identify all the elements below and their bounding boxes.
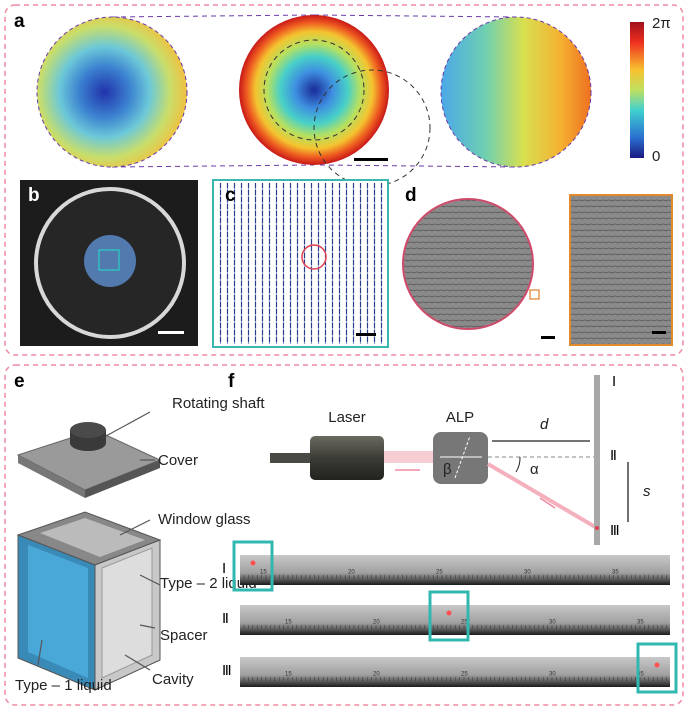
scale-bar	[652, 331, 666, 334]
colorbar-max: 2π	[652, 15, 671, 32]
laser	[310, 436, 384, 480]
ruler-label: 35	[637, 672, 644, 678]
colorbar-min: 0	[652, 148, 660, 165]
scale-bar	[354, 158, 388, 161]
ruler-label: 35	[637, 620, 644, 626]
cover-3d	[16, 422, 162, 498]
shift-label: s	[643, 483, 651, 500]
cavity-3d	[16, 511, 162, 691]
micrograph-zoom	[569, 194, 673, 346]
part-label: Spacer	[160, 627, 208, 644]
alp-axis	[454, 435, 471, 479]
position-label: Ⅲ	[610, 524, 620, 539]
panel-label: a	[14, 11, 25, 32]
ruler-label: 15	[260, 570, 267, 576]
laser-spot	[446, 610, 452, 616]
callouts	[37, 411, 161, 671]
phase-map	[440, 16, 592, 168]
sample	[84, 235, 136, 287]
phase-map	[239, 15, 389, 165]
ruler-label: 15	[285, 620, 292, 626]
highlight-box	[232, 540, 274, 592]
colorbar	[630, 22, 644, 158]
scale-bar	[158, 331, 184, 334]
highlight-box	[636, 642, 678, 694]
ruler-label: 25	[461, 620, 468, 626]
ruler-label: 20	[373, 672, 380, 678]
ruler-label: 30	[524, 570, 531, 576]
panel-label: e	[14, 371, 25, 392]
part-label: Rotating shaft	[172, 395, 265, 412]
phase-map	[36, 16, 188, 168]
scale-bar	[541, 336, 555, 339]
highlight-box	[428, 590, 470, 642]
zoom-region	[263, 39, 365, 141]
alp-label: ALP	[446, 409, 474, 426]
position-label: Ⅱ	[610, 449, 617, 464]
frame-top	[4, 4, 684, 356]
laser-stub	[270, 453, 312, 463]
beam	[384, 451, 434, 463]
part-label: Window glass	[158, 511, 251, 528]
panel-label: f	[228, 371, 235, 392]
region-box	[529, 289, 540, 300]
part-label: Cavity	[152, 671, 194, 688]
panel-label: b	[28, 185, 40, 206]
ruler	[240, 657, 670, 687]
scale-bar	[356, 333, 376, 336]
defect-marker	[301, 244, 327, 270]
region-box	[98, 249, 120, 271]
laser-spot	[654, 662, 660, 668]
alp	[433, 432, 488, 484]
beta-label: β	[443, 461, 452, 478]
laser-label: Laser	[328, 409, 366, 426]
ruler	[240, 605, 670, 635]
spot	[595, 526, 599, 530]
screen	[594, 375, 600, 545]
laser-spot	[250, 560, 256, 566]
beam-arrow	[539, 497, 556, 509]
connector	[313, 14, 517, 18]
alpha-label: α	[530, 461, 539, 478]
ruler-label: 20	[348, 570, 355, 576]
angle-arc	[515, 456, 521, 473]
connector	[319, 164, 517, 168]
director-field	[216, 183, 385, 344]
ruler-label: 35	[612, 570, 619, 576]
panel-label: d	[405, 185, 417, 206]
panel-label: c	[225, 185, 236, 206]
part-label: Type – 1 liquid	[15, 677, 112, 694]
deflected-beam	[486, 462, 599, 530]
ruler-label: 15	[285, 672, 292, 678]
distance-label: d	[540, 416, 549, 433]
ruler	[240, 555, 670, 585]
ruler-label: 20	[373, 620, 380, 626]
position-label: Ⅰ	[612, 375, 616, 390]
ruler-label: 30	[549, 620, 556, 626]
row-label: Ⅱ	[222, 612, 229, 627]
ruler-label: 25	[436, 570, 443, 576]
ruler-label: 25	[461, 672, 468, 678]
micrograph	[402, 198, 534, 330]
connector	[111, 14, 315, 18]
row-label: Ⅲ	[222, 664, 232, 679]
part-label: Cover	[158, 452, 198, 469]
connector	[111, 164, 315, 168]
row-label: Ⅰ	[222, 562, 226, 577]
ruler-label: 30	[549, 672, 556, 678]
frame-bottom	[4, 364, 684, 706]
